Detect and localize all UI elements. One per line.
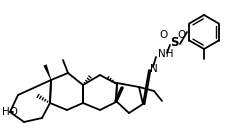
Text: HO: HO xyxy=(2,107,18,117)
Text: O: O xyxy=(160,30,168,40)
Text: N: N xyxy=(150,64,158,74)
Text: O: O xyxy=(177,30,185,40)
Text: NH: NH xyxy=(158,49,173,59)
Text: S: S xyxy=(170,36,178,49)
Polygon shape xyxy=(43,64,51,80)
